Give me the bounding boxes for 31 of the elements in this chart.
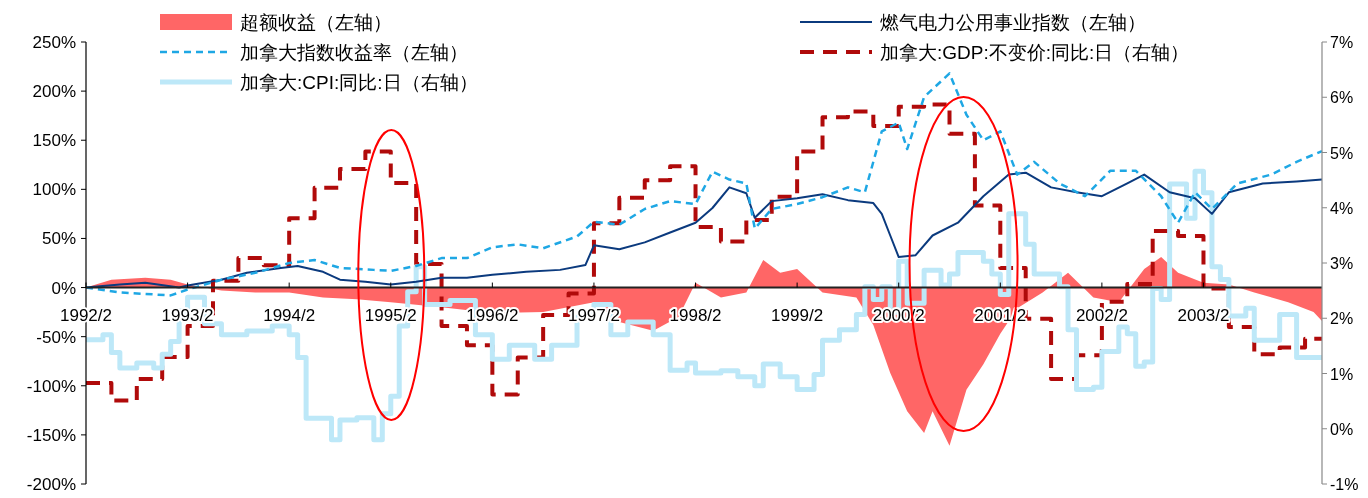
y-tick-label: -200% [26,475,76,494]
y2-tick-label: -1% [1330,476,1359,493]
y2-tick-label: 0% [1330,420,1354,438]
y2-tick-label: 4% [1330,199,1354,217]
legend-label: 加拿大:GDP:不变价:同比:日（右轴） [880,42,1190,63]
legend-label: 加拿大:CPI:同比:日（右轴） [240,72,478,93]
y-tick-label: 250% [32,33,76,52]
x-tick-label: 1993/2 [161,305,214,325]
y-tick-label: 150% [32,131,76,151]
x-tick-label: 2003/2 [1177,305,1230,325]
y2-tick-label: 3% [1330,255,1354,272]
y2-tick-label: 5% [1330,144,1354,162]
y-tick-label: -100% [26,376,76,396]
legend-label: 超额收益（左轴） [240,12,392,33]
legend-label: 加拿大指数收益率（左轴） [240,42,468,63]
x-tick-label: 1994/2 [263,305,316,325]
y2-tick-label: 6% [1330,89,1354,107]
y2-tick-label: 1% [1330,365,1354,383]
y-tick-label: -50% [36,327,76,347]
y-tick-label: 200% [32,82,76,102]
y-tick-label: 50% [41,229,76,249]
y-tick-label: 0% [51,278,76,298]
x-tick-label: 1999/2 [771,305,824,325]
legend-label: 燃气电力公用事业指数（左轴） [880,12,1146,33]
x-tick-label: 2002/2 [1075,305,1128,325]
y-tick-label: -150% [26,425,76,445]
y2-tick-label: 2% [1330,310,1354,328]
y2-tick-label: 7% [1330,34,1354,51]
y-tick-label: 100% [32,180,76,200]
x-tick-label: 1995/2 [364,305,417,325]
x-tick-label: 2000/2 [872,305,925,325]
